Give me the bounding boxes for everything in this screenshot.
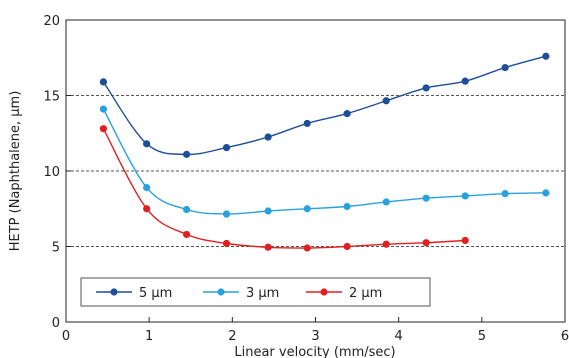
plot-frame xyxy=(65,19,566,323)
y-axis-ticks: 0 5 10 15 20 xyxy=(43,14,71,331)
y-tick-label: 10 xyxy=(43,165,60,180)
x-tick-label: 4 xyxy=(395,329,403,344)
x-axis-ticks: 0 1 2 3 4 5 6 xyxy=(62,317,569,344)
y-axis-label: HETP (Naphthalene, µm) xyxy=(8,91,23,252)
data-point xyxy=(303,244,311,252)
data-point xyxy=(461,77,469,85)
legend-label: 2 µm xyxy=(349,286,382,301)
y-tick-label: 20 xyxy=(43,14,60,29)
data-point xyxy=(343,202,351,211)
data-point xyxy=(501,190,509,198)
y-tick-label: 15 xyxy=(43,90,60,105)
x-tick-label: 3 xyxy=(311,329,319,344)
data-point xyxy=(264,207,272,215)
series-line xyxy=(102,128,466,249)
legend: 5 µm 3 µm 2 µm xyxy=(80,277,431,307)
data-point xyxy=(182,230,191,239)
data-point xyxy=(143,205,151,213)
data-point xyxy=(99,105,108,113)
x-tick-label: 6 xyxy=(561,329,569,344)
grid-lines xyxy=(66,95,565,247)
legend-box xyxy=(80,277,431,307)
x-tick-label: 2 xyxy=(228,329,236,344)
data-point xyxy=(422,239,430,247)
data-point xyxy=(422,84,430,92)
data-point xyxy=(99,125,108,133)
legend-marker xyxy=(217,288,225,296)
series-1 xyxy=(99,52,550,158)
data-point xyxy=(542,189,550,197)
legend-entry: 2 µm xyxy=(306,286,382,301)
data-point xyxy=(222,239,231,248)
data-point xyxy=(382,198,390,206)
legend-entry: 5 µm xyxy=(96,286,172,301)
data-point xyxy=(182,205,191,214)
data-point xyxy=(303,205,311,213)
data-point xyxy=(501,63,509,72)
data-point xyxy=(303,119,311,128)
x-tick-label: 1 xyxy=(145,329,153,344)
data-point xyxy=(461,236,469,245)
series-line xyxy=(102,108,546,215)
x-axis-label: Linear velocity (mm/sec) xyxy=(234,345,395,358)
data-point xyxy=(382,97,390,105)
series-group xyxy=(99,52,550,252)
legend-label: 3 µm xyxy=(246,286,279,301)
series-3 xyxy=(99,125,469,252)
data-point xyxy=(99,78,108,86)
data-point xyxy=(222,210,231,218)
legend-label: 5 µm xyxy=(139,286,172,301)
series-2 xyxy=(99,105,550,218)
data-point xyxy=(264,133,272,141)
legend-entry: 3 µm xyxy=(203,286,279,301)
legend-marker xyxy=(320,288,328,296)
x-tick-label: 5 xyxy=(478,329,486,344)
data-point xyxy=(422,194,430,202)
data-point xyxy=(264,243,272,251)
data-point xyxy=(143,140,151,148)
y-tick-label: 5 xyxy=(52,241,60,256)
x-tick-label: 0 xyxy=(62,329,70,344)
data-point xyxy=(143,184,151,192)
series-line xyxy=(102,55,547,156)
data-point xyxy=(343,110,351,118)
data-point xyxy=(382,240,390,248)
data-point xyxy=(343,242,351,251)
data-point xyxy=(222,143,231,152)
data-point xyxy=(542,52,550,60)
data-point xyxy=(461,192,469,200)
legend-marker xyxy=(110,288,118,296)
y-tick-label: 0 xyxy=(52,316,60,331)
data-point xyxy=(182,150,191,158)
